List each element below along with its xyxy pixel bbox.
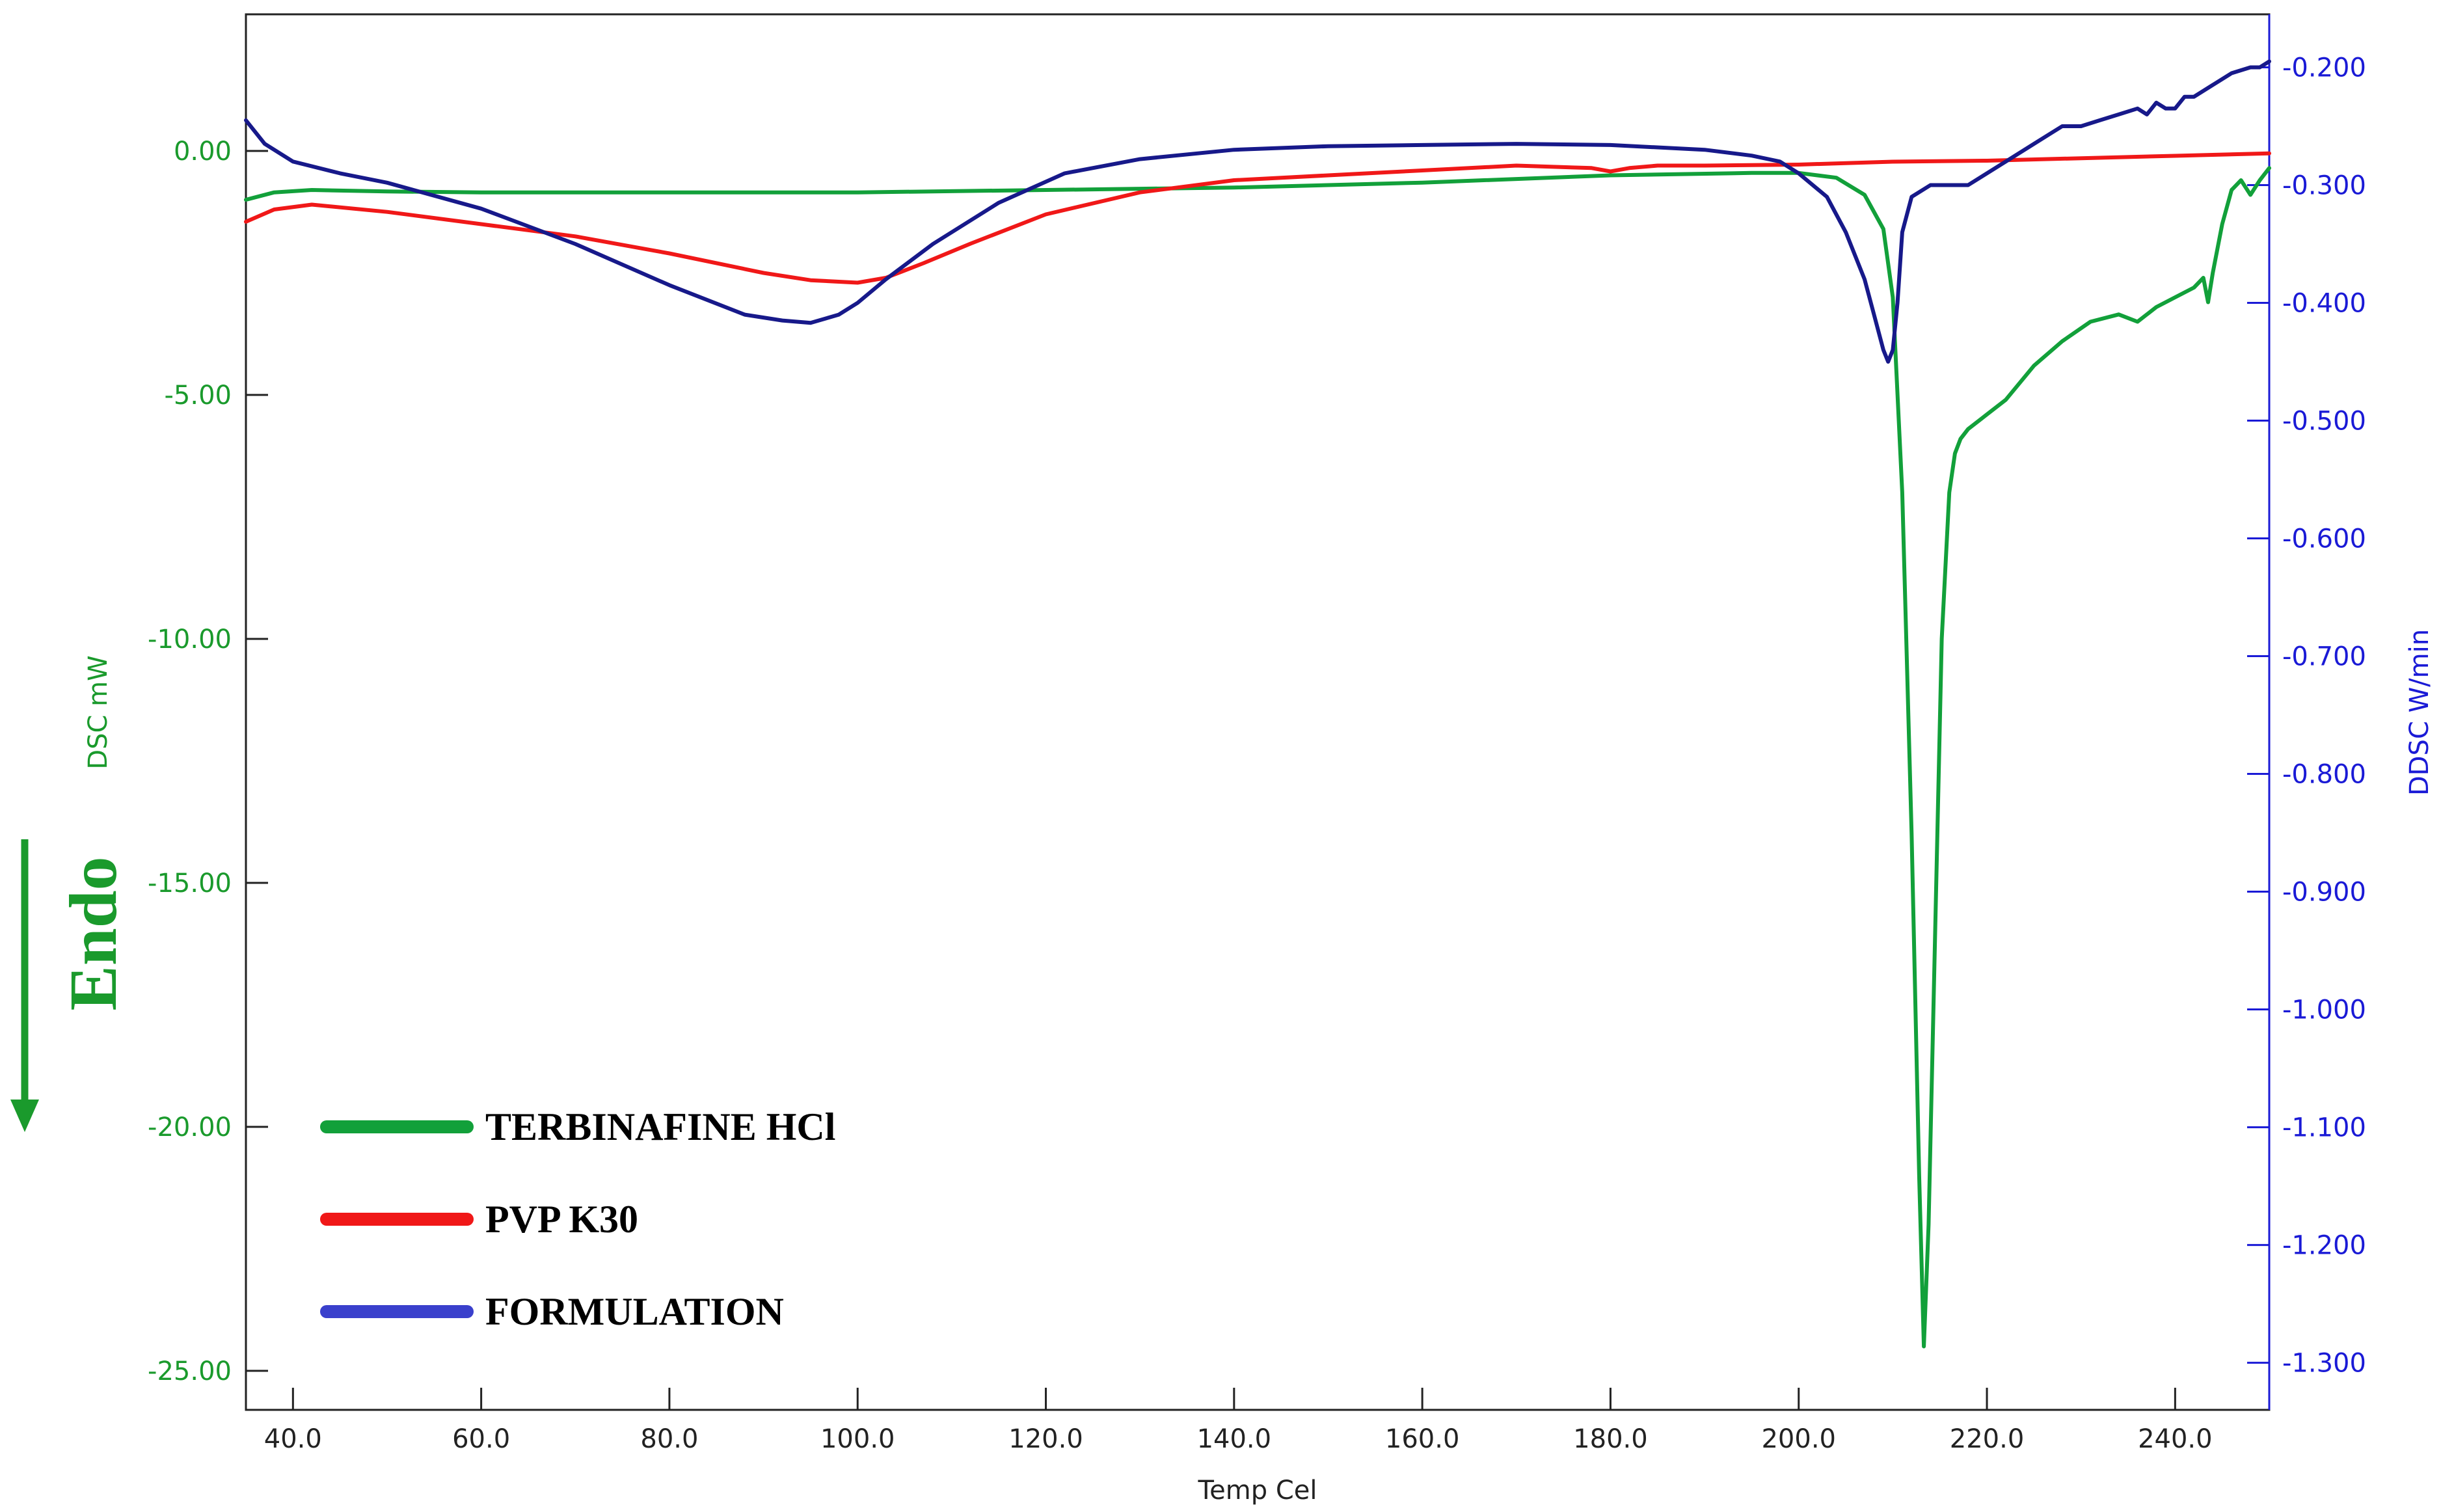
- y-right-tick-label: -0.600: [2282, 524, 2366, 554]
- y-right-tick-label: -1.200: [2282, 1231, 2366, 1261]
- y-left-tick-label: -5.00: [165, 381, 232, 411]
- legend-label-terbinafine: TERBINAFINE HCl: [485, 1105, 835, 1148]
- y-right-axis-ticks: -0.200 -0.300 -0.400 -0.500 -0.600 -0.700 -0.8…: [2247, 53, 2366, 1379]
- y-left-axis-ticks: 0.00 -5.00 -10.00 -15.00 -20.00 -25.00: [148, 137, 268, 1386]
- y-left-tick-label: -10.00: [148, 625, 232, 655]
- x-tick-label: 60.0: [452, 1424, 510, 1454]
- legend-label-pvp: PVP K30: [485, 1198, 638, 1241]
- x-tick-label: 200.0: [1761, 1424, 1836, 1454]
- x-axis-ticks: 40.0 60.0 80.0 100.0 120.0 140.0 160.0 180.0 200…: [264, 1388, 2213, 1454]
- legend-label-formulation: FORMULATION: [485, 1290, 784, 1333]
- x-tick-label: 220.0: [1950, 1424, 2025, 1454]
- x-tick-label: 240.0: [2138, 1424, 2213, 1454]
- legend: TERBINAFINE HCl PVP K30 FORMULATION: [320, 1105, 835, 1333]
- y-right-tick-label: -1.000: [2282, 995, 2366, 1025]
- y-right-axis-title: DDSC W/min: [2405, 629, 2434, 796]
- y-left-tick-label: -15.00: [148, 869, 232, 898]
- y-right-tick-label: -0.700: [2282, 642, 2366, 672]
- y-left-tick-label: -20.00: [148, 1113, 232, 1142]
- x-tick-label: 80.0: [640, 1424, 698, 1454]
- y-right-tick-label: -0.300: [2282, 170, 2366, 200]
- series-lines: [244, 59, 2271, 1349]
- series-line-pvp-k30: [244, 151, 2271, 285]
- x-tick-label: 180.0: [1573, 1424, 1648, 1454]
- x-tick-label: 140.0: [1197, 1424, 1272, 1454]
- x-tick-label: 120.0: [1008, 1424, 1083, 1454]
- y-right-tick-label: -1.300: [2282, 1349, 2366, 1379]
- x-tick-label: 40.0: [264, 1424, 322, 1454]
- y-right-tick-label: -1.100: [2282, 1113, 2366, 1143]
- y-left-tick-label: 0.00: [174, 137, 232, 167]
- y-left-tick-label: -25.00: [148, 1357, 232, 1386]
- x-tick-label: 160.0: [1385, 1424, 1460, 1454]
- y-right-tick-label: -0.200: [2282, 53, 2366, 83]
- endo-label: Endo: [56, 856, 131, 1010]
- x-axis-title: Temp Cel: [1198, 1476, 1317, 1505]
- y-right-tick-label: -0.900: [2282, 878, 2366, 908]
- endo-arrow-head: [10, 1100, 39, 1132]
- y-right-tick-label: -0.500: [2282, 406, 2366, 436]
- endo-annotation: Endo: [10, 839, 131, 1132]
- y-right-tick-label: -0.800: [2282, 760, 2366, 790]
- x-tick-label: 100.0: [820, 1424, 895, 1454]
- series-line-formulation: [244, 59, 2271, 364]
- y-left-axis-title: DSC mW: [83, 655, 113, 769]
- y-right-tick-label: -0.400: [2282, 288, 2366, 318]
